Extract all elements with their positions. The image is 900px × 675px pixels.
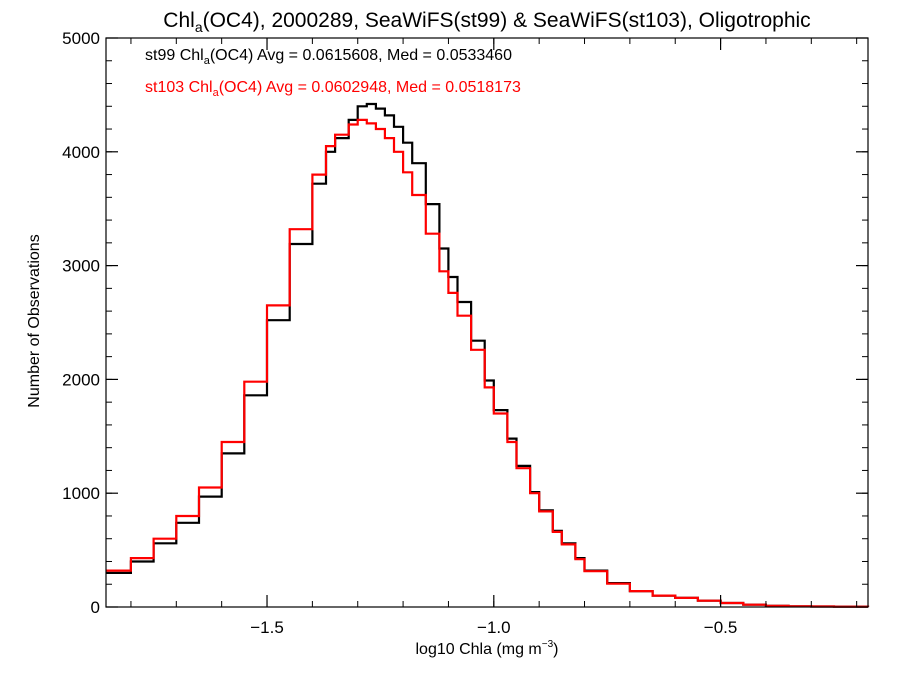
x-tick-label: −1.5 xyxy=(250,618,284,637)
plot-area: −1.5 −1.0 −0.5 0 1000 2000 3000 4000 5000 xyxy=(62,29,870,637)
y-tick-label: 1000 xyxy=(62,484,100,503)
y-tick-label: 4000 xyxy=(62,143,100,162)
legend-st99-prefix: st99 Chl xyxy=(145,47,204,64)
y-axis-label: Number of Observations xyxy=(26,234,43,407)
legend-entry-st99: st99 Chla(OC4) Avg = 0.0615608, Med = 0.… xyxy=(145,47,512,67)
legend-st103-suffix: (OC4) Avg = 0.0602948, Med = 0.0518173 xyxy=(219,79,521,96)
y-tick-label: 2000 xyxy=(62,370,100,389)
plot-frame xyxy=(105,37,869,608)
legend-st99-subscript: a xyxy=(204,55,211,67)
legend-st103-subscript: a xyxy=(213,87,220,99)
legend-st99-suffix: (OC4) Avg = 0.0615608, Med = 0.0533460 xyxy=(210,47,512,64)
x-tick-label: −1.0 xyxy=(477,618,511,637)
x-tick-label: −0.5 xyxy=(704,618,738,637)
y-tick-label: 3000 xyxy=(62,257,100,276)
x-axis-label-superscript: −3 xyxy=(542,639,554,650)
series-line-st103 xyxy=(106,118,870,608)
x-axis-label: log10 Chla (mg m−3) xyxy=(415,639,558,658)
chart-title: Chla(OC4), 2000289, SeaWiFS(st99) & SeaW… xyxy=(163,9,810,35)
title-suffix: (OC4), 2000289, SeaWiFS(st99) & SeaWiFS(… xyxy=(203,9,811,32)
title-subscript: a xyxy=(195,19,203,35)
y-tick-label: 5000 xyxy=(62,29,100,48)
x-axis-label-suffix: ) xyxy=(553,641,558,658)
title-prefix: Chl xyxy=(163,9,195,32)
legend-entry-st103: st103 Chla(OC4) Avg = 0.0602948, Med = 0… xyxy=(145,79,521,99)
legend-st103-prefix: st103 Chl xyxy=(145,79,213,96)
x-axis-label-prefix: log10 Chla (mg m xyxy=(415,641,541,658)
y-tick-label: 0 xyxy=(91,598,100,617)
